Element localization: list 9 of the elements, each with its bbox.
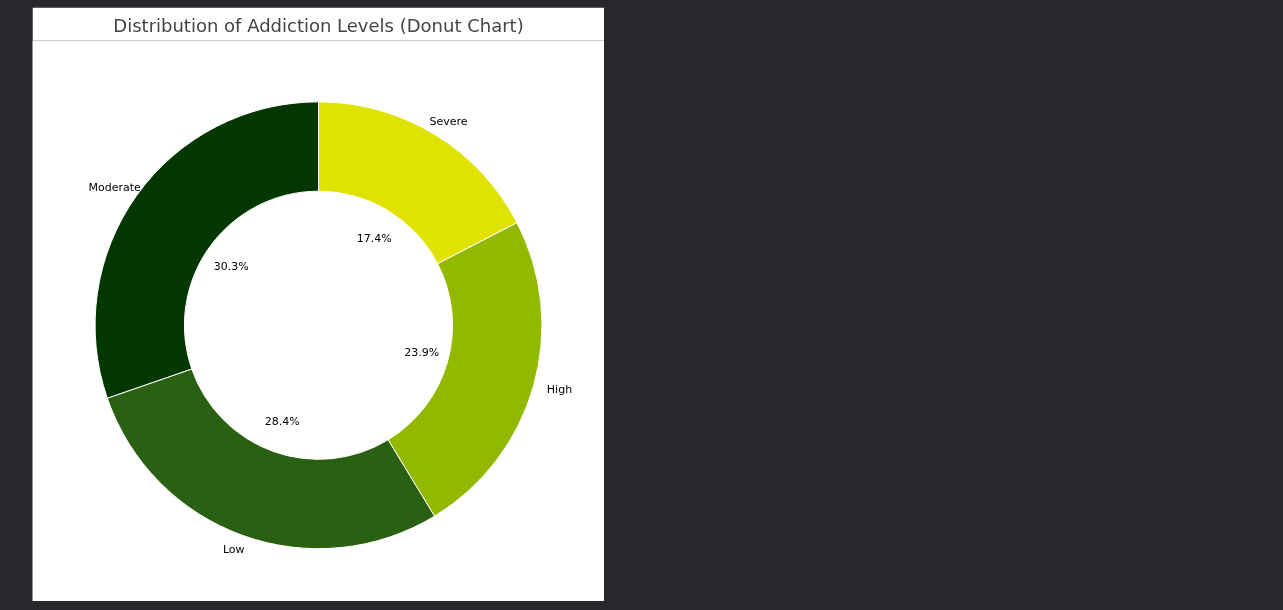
data-label: 28.4% <box>264 414 300 428</box>
slice-label: Moderate <box>88 180 142 194</box>
data-label: 17.4% <box>356 231 392 245</box>
chart-title: Distribution of Addiction Levels (Donut Chart) <box>113 14 524 36</box>
slice-label: High <box>546 382 573 396</box>
slice-label: Low <box>222 542 245 556</box>
data-label: 30.3% <box>213 259 249 273</box>
slice-label: Severe <box>429 115 468 129</box>
data-label: 23.9% <box>404 346 440 360</box>
